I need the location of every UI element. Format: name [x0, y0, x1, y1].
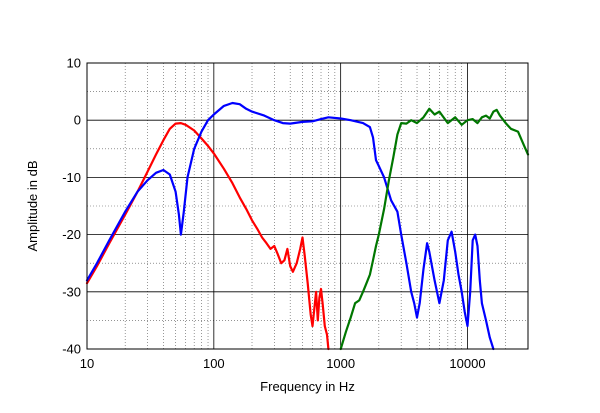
y-tick-label: -20: [62, 227, 81, 242]
y-tick-labels: -40 -30 -20 -10 0 10: [62, 56, 81, 357]
y-tick-label: -10: [62, 170, 81, 185]
x-axis-label: Frequency in Hz: [260, 379, 355, 394]
plot-background: [87, 63, 528, 349]
y-axis-label: Amplitude in dB: [25, 160, 40, 251]
x-tick-label: 100: [203, 356, 225, 371]
series-layer: [85, 101, 530, 351]
series-line-3: [339, 107, 530, 351]
y-tick-label: -30: [62, 284, 81, 299]
series-line-1: [85, 121, 330, 351]
series-line-2: [85, 101, 495, 351]
x-tick-label: 10000: [449, 356, 485, 371]
x-tick-labels: 10 100 1000 10000: [80, 356, 486, 371]
y-tick-label: -40: [62, 342, 81, 357]
x-tick-label: 10: [80, 356, 94, 371]
x-tick-label: 1000: [326, 356, 355, 371]
y-tick-label: 0: [74, 113, 81, 128]
y-tick-label: 10: [67, 56, 81, 71]
plot-frame: [86, 62, 529, 350]
